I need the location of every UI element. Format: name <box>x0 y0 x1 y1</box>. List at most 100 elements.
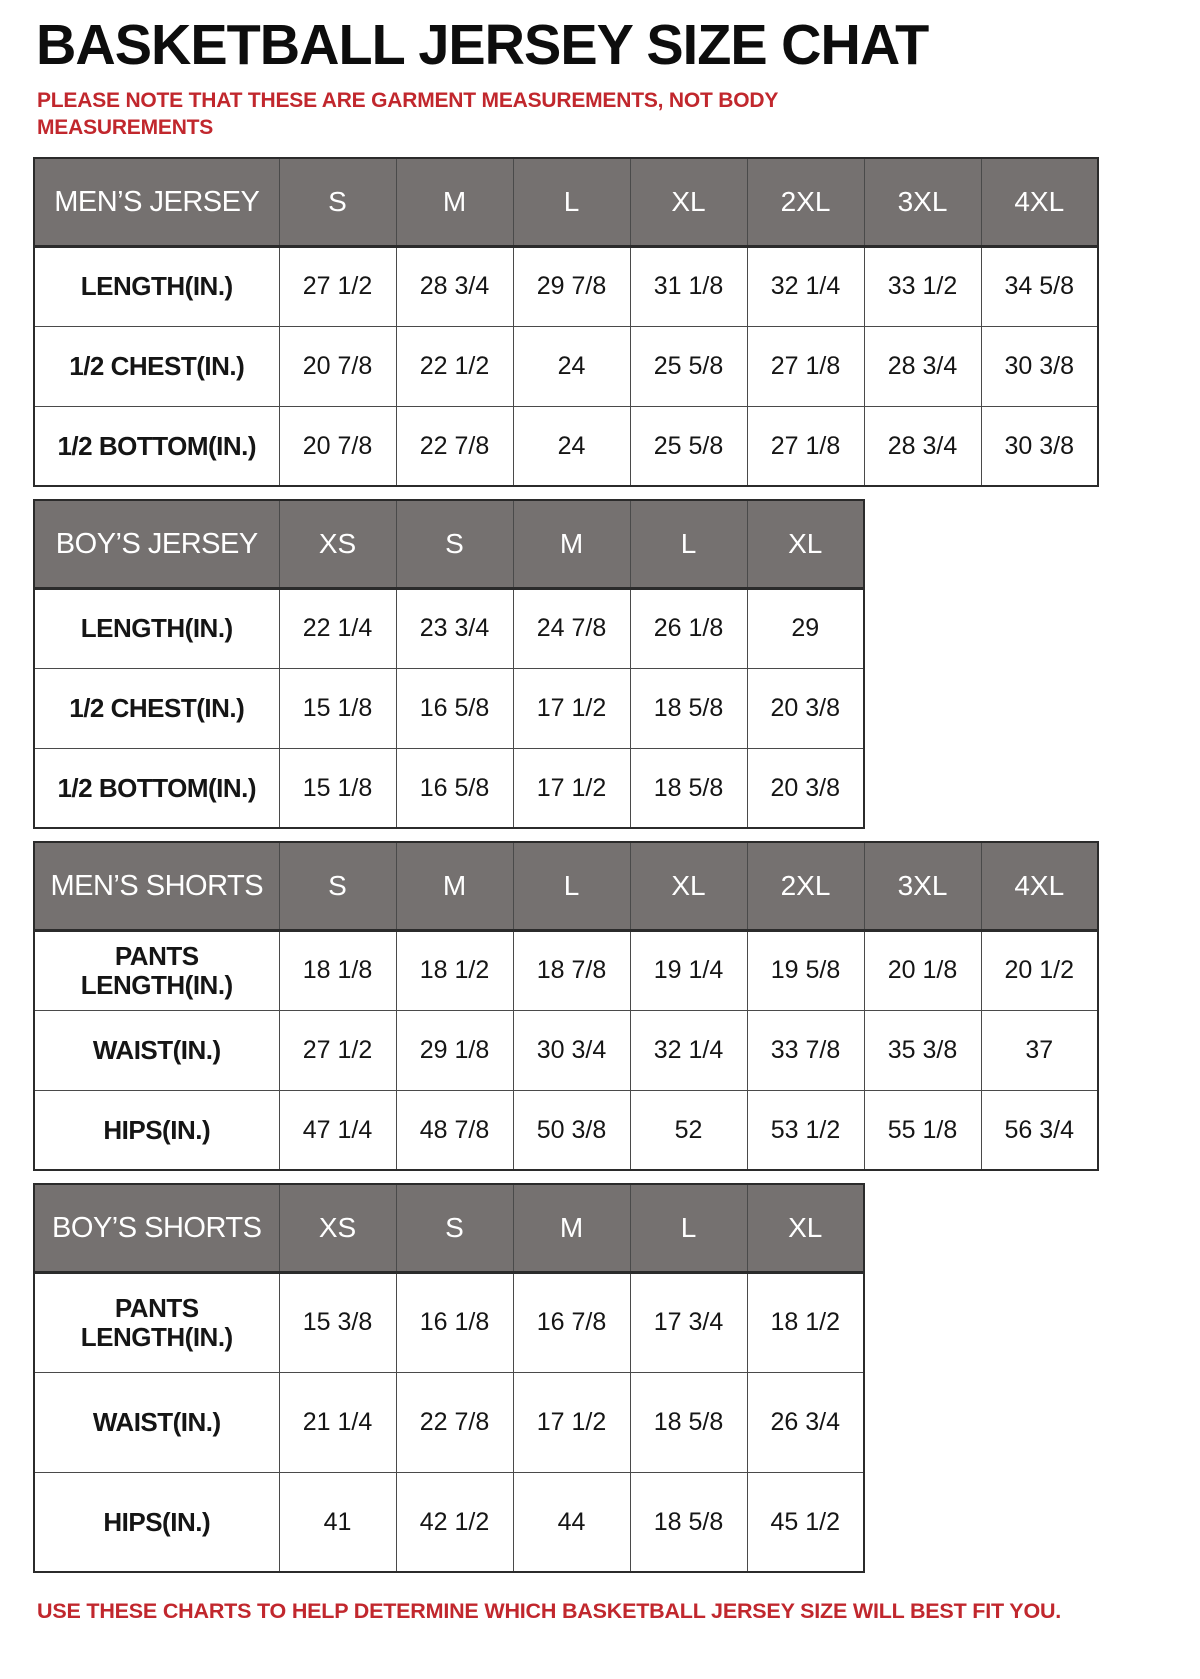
size-value-cell: 18 7/8 <box>512 929 631 1011</box>
size-value-cell: 17 1/2 <box>512 1371 631 1473</box>
size-value-cell: 22 7/8 <box>395 405 514 487</box>
size-value-cell: 17 1/2 <box>512 747 631 829</box>
size-value-cell: 22 1/4 <box>278 587 397 669</box>
size-value-cell: 30 3/8 <box>980 325 1099 407</box>
size-value-cell: 16 5/8 <box>395 667 514 749</box>
size-value-cell: 16 1/8 <box>395 1271 514 1373</box>
size-value-cell: 18 5/8 <box>629 1471 748 1573</box>
row-label: PANTS LENGTH(IN.) <box>33 1271 280 1373</box>
size-header-s: S <box>395 1183 514 1274</box>
size-value-cell: 29 7/8 <box>512 245 631 327</box>
size-value-cell: 41 <box>278 1471 397 1573</box>
size-value-cell: 19 5/8 <box>746 929 865 1011</box>
size-table-mens-jersey: MEN’S JERSEY S M L XL 2XL 3XL 4XL LENGTH(IN.) 27 … <box>33 157 1099 488</box>
table-title-boys-shorts: BOY’S SHORTS <box>33 1183 280 1274</box>
footer-note: USE THESE CHARTS TO HELP DETERMINE WHICH… <box>37 1599 1062 1624</box>
row-label: PANTS LENGTH(IN.) <box>33 929 280 1011</box>
size-header-m: M <box>395 841 514 932</box>
row-label: HIPS(IN.) <box>33 1089 280 1171</box>
size-value-cell: 28 3/4 <box>395 245 514 327</box>
size-value-cell: 18 1/2 <box>395 929 514 1011</box>
row-label: HIPS(IN.) <box>33 1471 280 1573</box>
header-row: BOY’S JERSEY XS S M L XL <box>33 499 865 590</box>
measurement-row: LENGTH(IN.) 27 1/2 28 3/4 29 7/8 31 1/8 32 1/… <box>33 245 1099 327</box>
size-value-cell: 22 1/2 <box>395 325 514 407</box>
size-value-cell: 37 <box>980 1009 1099 1091</box>
table-title-mens-shorts: MEN’S SHORTS <box>33 841 280 932</box>
size-value-cell: 52 <box>629 1089 748 1171</box>
size-table-boys-jersey: BOY’S JERSEY XS S M L XL LENGTH(IN.) 22 1/4 23 3… <box>33 499 865 830</box>
measurement-row: HIPS(IN.) 41 42 1/2 44 18 5/8 45 1/2 <box>33 1471 865 1573</box>
size-value-cell: 20 7/8 <box>278 405 397 487</box>
size-header-4xl: 4XL <box>980 157 1099 248</box>
size-value-cell: 55 1/8 <box>863 1089 982 1171</box>
row-label: 1/2 CHEST(IN.) <box>33 325 280 407</box>
size-value-cell: 50 3/8 <box>512 1089 631 1171</box>
size-value-cell: 23 3/4 <box>395 587 514 669</box>
size-value-cell: 16 5/8 <box>395 747 514 829</box>
size-value-cell: 32 1/4 <box>746 245 865 327</box>
size-value-cell: 27 1/2 <box>278 245 397 327</box>
size-value-cell: 16 7/8 <box>512 1271 631 1373</box>
size-value-cell: 17 3/4 <box>629 1271 748 1373</box>
size-value-cell: 45 1/2 <box>746 1471 865 1573</box>
size-value-cell: 44 <box>512 1471 631 1573</box>
size-header-s: S <box>278 157 397 248</box>
size-value-cell: 33 1/2 <box>863 245 982 327</box>
measurement-row: WAIST(IN.) 21 1/4 22 7/8 17 1/2 18 5/8 26 3/4 <box>33 1371 865 1473</box>
size-header-2xl: 2XL <box>746 841 865 932</box>
measurement-row: PANTS LENGTH(IN.) 18 1/8 18 1/2 18 7/8 19 1/… <box>33 929 1099 1011</box>
size-header-m: M <box>395 157 514 248</box>
row-label: WAIST(IN.) <box>33 1009 280 1091</box>
size-value-cell: 56 3/4 <box>980 1089 1099 1171</box>
size-value-cell: 25 5/8 <box>629 325 748 407</box>
measurement-row: LENGTH(IN.) 22 1/4 23 3/4 24 7/8 26 1/8 29 <box>33 587 865 669</box>
row-label: 1/2 BOTTOM(IN.) <box>33 405 280 487</box>
size-header-4xl: 4XL <box>980 841 1099 932</box>
row-label: WAIST(IN.) <box>33 1371 280 1473</box>
size-table-mens-shorts: MEN’S SHORTS S M L XL 2XL 3XL 4XL PANTS LENGTH(I… <box>33 841 1099 1172</box>
header-row: MEN’S SHORTS S M L XL 2XL 3XL 4XL <box>33 841 1099 932</box>
size-value-cell: 20 3/8 <box>746 667 865 749</box>
size-value-cell: 24 <box>512 405 631 487</box>
size-value-cell: 33 7/8 <box>746 1009 865 1091</box>
size-value-cell: 15 1/8 <box>278 747 397 829</box>
size-value-cell: 53 1/2 <box>746 1089 865 1171</box>
row-label: 1/2 BOTTOM(IN.) <box>33 747 280 829</box>
size-value-cell: 18 1/8 <box>278 929 397 1011</box>
size-header-l: L <box>629 499 748 590</box>
size-value-cell: 26 1/8 <box>629 587 748 669</box>
size-value-cell: 15 3/8 <box>278 1271 397 1373</box>
size-value-cell: 21 1/4 <box>278 1371 397 1473</box>
garment-measurement-note: PLEASE NOTE THAT THESE ARE GARMENT MEASU… <box>37 88 778 139</box>
size-header-xl: XL <box>746 1183 865 1274</box>
size-value-cell: 28 3/4 <box>863 405 982 487</box>
size-value-cell: 47 1/4 <box>278 1089 397 1171</box>
size-value-cell: 48 7/8 <box>395 1089 514 1171</box>
size-tables-container: MEN’S JERSEY S M L XL 2XL 3XL 4XL LENGTH(IN.) 27 … <box>33 157 1200 1574</box>
size-value-cell: 18 5/8 <box>629 667 748 749</box>
row-label: 1/2 CHEST(IN.) <box>33 667 280 749</box>
size-header-m: M <box>512 499 631 590</box>
size-value-cell: 30 3/4 <box>512 1009 631 1091</box>
measurement-row: 1/2 CHEST(IN.) 20 7/8 22 1/2 24 25 5/8 27 1/8… <box>33 325 1099 407</box>
size-value-cell: 26 3/4 <box>746 1371 865 1473</box>
table-title-mens-jersey: MEN’S JERSEY <box>33 157 280 248</box>
size-header-3xl: 3XL <box>863 157 982 248</box>
size-value-cell: 28 3/4 <box>863 325 982 407</box>
size-header-xs: XS <box>278 1183 397 1274</box>
size-value-cell: 18 1/2 <box>746 1271 865 1373</box>
size-header-2xl: 2XL <box>746 157 865 248</box>
size-header-xs: XS <box>278 499 397 590</box>
size-header-xl: XL <box>746 499 865 590</box>
size-value-cell: 18 5/8 <box>629 1371 748 1473</box>
size-value-cell: 24 7/8 <box>512 587 631 669</box>
size-value-cell: 20 7/8 <box>278 325 397 407</box>
size-value-cell: 20 1/8 <box>863 929 982 1011</box>
size-value-cell: 34 5/8 <box>980 245 1099 327</box>
size-value-cell: 18 5/8 <box>629 747 748 829</box>
measurement-row: PANTS LENGTH(IN.) 15 3/8 16 1/8 16 7/8 17 3/… <box>33 1271 865 1373</box>
size-value-cell: 27 1/8 <box>746 325 865 407</box>
measurement-row: 1/2 BOTTOM(IN.) 15 1/8 16 5/8 17 1/2 18 5/8 2… <box>33 747 865 829</box>
size-header-xl: XL <box>629 157 748 248</box>
